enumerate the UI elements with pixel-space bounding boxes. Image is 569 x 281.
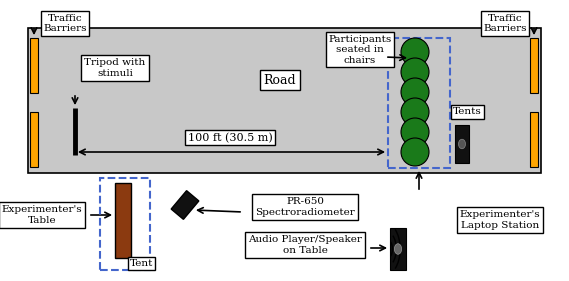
Ellipse shape	[394, 244, 402, 254]
Bar	[530, 38, 538, 93]
Bar	[455, 125, 469, 163]
Circle shape	[401, 78, 429, 106]
Bar	[28, 28, 541, 173]
Text: Participants
seated in
chairs: Participants seated in chairs	[328, 35, 391, 65]
Circle shape	[401, 98, 429, 126]
Text: Tripod with
stimuli: Tripod with stimuli	[84, 58, 146, 78]
Text: Audio Player/Speaker
on Table: Audio Player/Speaker on Table	[248, 235, 362, 255]
Text: Traffic
Barriers: Traffic Barriers	[43, 14, 86, 33]
Bar	[388, 38, 450, 168]
Bar	[30, 38, 38, 93]
Text: PR-650
Spectroradiometer: PR-650 Spectroradiometer	[255, 197, 355, 217]
Text: 100 ft (30.5 m): 100 ft (30.5 m)	[188, 133, 273, 143]
Bar	[115, 183, 131, 258]
Text: Road: Road	[263, 74, 296, 87]
Circle shape	[401, 38, 429, 66]
Circle shape	[401, 58, 429, 86]
Text: Tent: Tent	[130, 259, 154, 268]
Text: Experimenter's
Laptop Station: Experimenter's Laptop Station	[460, 210, 541, 230]
Circle shape	[401, 138, 429, 166]
Text: Tents: Tents	[453, 108, 482, 117]
Bar	[100, 178, 150, 270]
Bar	[530, 112, 538, 167]
Bar	[390, 228, 406, 270]
Circle shape	[401, 118, 429, 146]
Text: Experimenter's
Table: Experimenter's Table	[2, 205, 83, 225]
Text: Traffic
Barriers: Traffic Barriers	[483, 14, 527, 33]
Bar	[171, 191, 199, 219]
Bar	[30, 112, 38, 167]
Ellipse shape	[459, 139, 465, 149]
